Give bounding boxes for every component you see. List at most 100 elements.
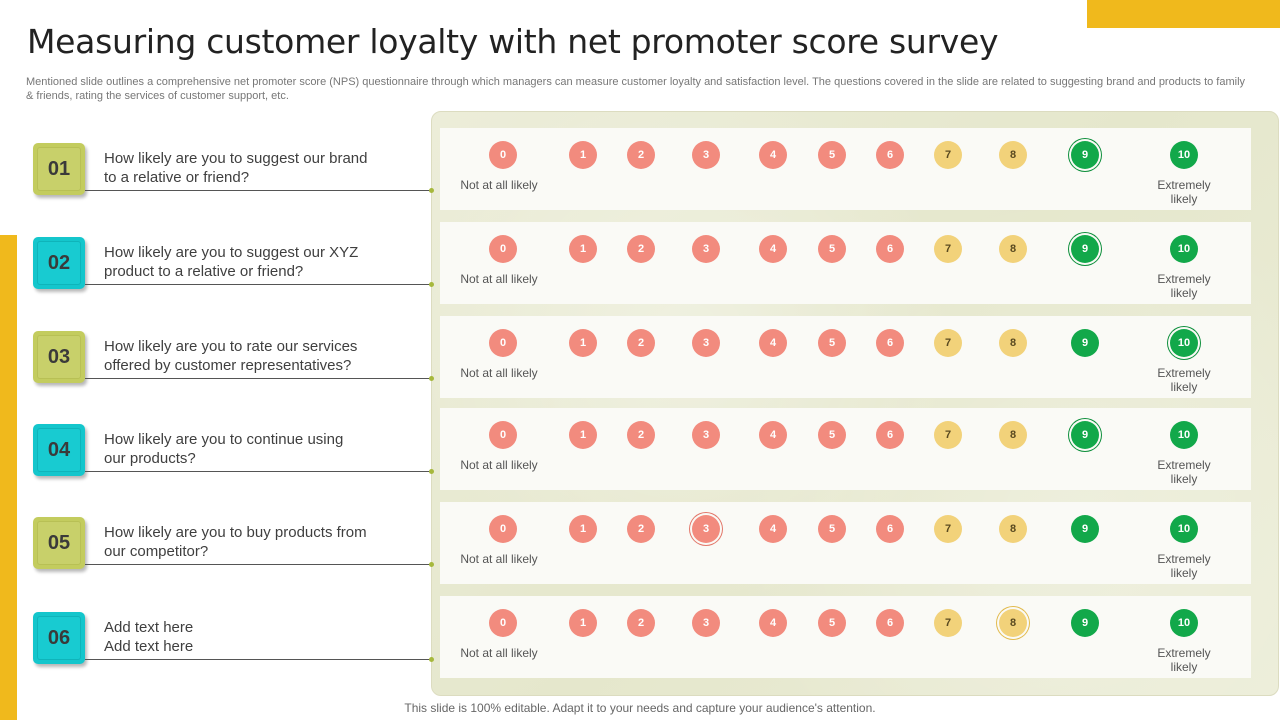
- question-number: 05: [37, 521, 81, 565]
- scale-high-label: Extremely likely: [1157, 272, 1211, 300]
- rating-option-7[interactable]: 7: [934, 141, 962, 169]
- rating-option-10-selected[interactable]: 10: [1170, 329, 1198, 357]
- rating-option-2[interactable]: 2: [627, 515, 655, 543]
- rating-option-10[interactable]: 10: [1170, 235, 1198, 263]
- rating-option-8[interactable]: 8: [999, 329, 1027, 357]
- rating-option-9-selected[interactable]: 9: [1071, 421, 1099, 449]
- scale-high-label: Extremely likely: [1157, 552, 1211, 580]
- rating-option-5[interactable]: 5: [818, 235, 846, 263]
- question-row: 02 How likely are you to suggest our XYZ p…: [33, 237, 434, 297]
- rating-card: 0 1 2 3 4 5 6 7 8 9 10 Not at all likely Extremely l…: [440, 222, 1251, 304]
- rating-option-6[interactable]: 6: [876, 609, 904, 637]
- question-text-line2: our competitor?: [104, 543, 209, 560]
- rating-option-0[interactable]: 0: [489, 609, 517, 637]
- question-number-badge: 05: [33, 517, 85, 569]
- question-text-line2: to a relative or friend?: [104, 169, 250, 186]
- rating-option-10[interactable]: 10: [1170, 609, 1198, 637]
- connector-line: [85, 471, 431, 472]
- question-row: 06 Add text here Add text here: [33, 612, 434, 672]
- rating-option-9[interactable]: 9: [1071, 609, 1099, 637]
- rating-option-8[interactable]: 8: [999, 515, 1027, 543]
- rating-option-2[interactable]: 2: [627, 421, 655, 449]
- rating-option-5[interactable]: 5: [818, 515, 846, 543]
- scale-high-label: Extremely likely: [1157, 178, 1211, 206]
- scale-low-label: Not at all likely: [460, 366, 538, 380]
- rating-option-1[interactable]: 1: [569, 609, 597, 637]
- question-number-badge: 04: [33, 424, 85, 476]
- left-accent-bar: [0, 235, 17, 720]
- rating-option-2[interactable]: 2: [627, 609, 655, 637]
- rating-option-7[interactable]: 7: [934, 609, 962, 637]
- question-number: 04: [37, 428, 81, 472]
- question-row: 01 How likely are you to suggest our bran…: [33, 143, 434, 203]
- rating-option-10[interactable]: 10: [1170, 141, 1198, 169]
- question-text-line2: offered by customer representatives?: [104, 357, 352, 374]
- rating-option-3[interactable]: 3: [692, 141, 720, 169]
- rating-option-5[interactable]: 5: [818, 609, 846, 637]
- top-accent-bar: [1087, 0, 1280, 28]
- rating-option-1[interactable]: 1: [569, 515, 597, 543]
- rating-option-4[interactable]: 4: [759, 421, 787, 449]
- rating-option-6[interactable]: 6: [876, 421, 904, 449]
- rating-option-0[interactable]: 0: [489, 421, 517, 449]
- rating-option-9[interactable]: 9: [1071, 515, 1099, 543]
- rating-option-5[interactable]: 5: [818, 329, 846, 357]
- question-text: How likely are you to suggest our brand t…: [104, 149, 404, 187]
- rating-option-6[interactable]: 6: [876, 141, 904, 169]
- connector-line: [85, 659, 431, 660]
- rating-option-10[interactable]: 10: [1170, 421, 1198, 449]
- rating-option-7[interactable]: 7: [934, 421, 962, 449]
- rating-option-4[interactable]: 4: [759, 141, 787, 169]
- rating-option-4[interactable]: 4: [759, 329, 787, 357]
- connector-dot: [429, 376, 434, 381]
- rating-option-2[interactable]: 2: [627, 235, 655, 263]
- rating-option-3[interactable]: 3: [692, 609, 720, 637]
- rating-option-3-selected[interactable]: 3: [692, 515, 720, 543]
- rating-option-8[interactable]: 8: [999, 421, 1027, 449]
- question-text: How likely are you to continue using our …: [104, 430, 404, 468]
- rating-option-9[interactable]: 9: [1071, 329, 1099, 357]
- connector-dot: [429, 469, 434, 474]
- rating-option-3[interactable]: 3: [692, 235, 720, 263]
- question-text: How likely are you to buy products from o…: [104, 523, 404, 561]
- rating-option-2[interactable]: 2: [627, 141, 655, 169]
- rating-option-1[interactable]: 1: [569, 329, 597, 357]
- rating-option-7[interactable]: 7: [934, 515, 962, 543]
- rating-option-9-selected[interactable]: 9: [1071, 141, 1099, 169]
- rating-option-9-selected[interactable]: 9: [1071, 235, 1099, 263]
- rating-option-2[interactable]: 2: [627, 329, 655, 357]
- connector-dot: [429, 282, 434, 287]
- rating-option-7[interactable]: 7: [934, 235, 962, 263]
- connector-dot: [429, 562, 434, 567]
- rating-card: 0 1 2 3 4 5 6 7 8 9 10 Not at all likely Extremely l…: [440, 128, 1251, 210]
- rating-option-1[interactable]: 1: [569, 421, 597, 449]
- rating-option-6[interactable]: 6: [876, 235, 904, 263]
- rating-option-3[interactable]: 3: [692, 329, 720, 357]
- rating-option-4[interactable]: 4: [759, 609, 787, 637]
- rating-option-8-selected[interactable]: 8: [999, 609, 1027, 637]
- scale-high-label: Extremely likely: [1157, 646, 1211, 674]
- page-subtitle: Mentioned slide outlines a comprehensive…: [26, 76, 1246, 102]
- question-row: 05 How likely are you to buy products fro…: [33, 517, 434, 577]
- rating-option-0[interactable]: 0: [489, 141, 517, 169]
- rating-option-0[interactable]: 0: [489, 515, 517, 543]
- rating-option-8[interactable]: 8: [999, 141, 1027, 169]
- rating-option-6[interactable]: 6: [876, 515, 904, 543]
- connector-line: [85, 190, 431, 191]
- rating-option-10[interactable]: 10: [1170, 515, 1198, 543]
- rating-option-1[interactable]: 1: [569, 141, 597, 169]
- rating-option-6[interactable]: 6: [876, 329, 904, 357]
- rating-option-3[interactable]: 3: [692, 421, 720, 449]
- rating-option-8[interactable]: 8: [999, 235, 1027, 263]
- rating-option-1[interactable]: 1: [569, 235, 597, 263]
- rating-option-0[interactable]: 0: [489, 329, 517, 357]
- question-number-badge: 01: [33, 143, 85, 195]
- rating-option-5[interactable]: 5: [818, 421, 846, 449]
- question-text-line1: Add text here: [104, 619, 194, 636]
- rating-option-7[interactable]: 7: [934, 329, 962, 357]
- rating-option-4[interactable]: 4: [759, 515, 787, 543]
- rating-option-0[interactable]: 0: [489, 235, 517, 263]
- rating-option-4[interactable]: 4: [759, 235, 787, 263]
- question-number-badge: 02: [33, 237, 85, 289]
- rating-option-5[interactable]: 5: [818, 141, 846, 169]
